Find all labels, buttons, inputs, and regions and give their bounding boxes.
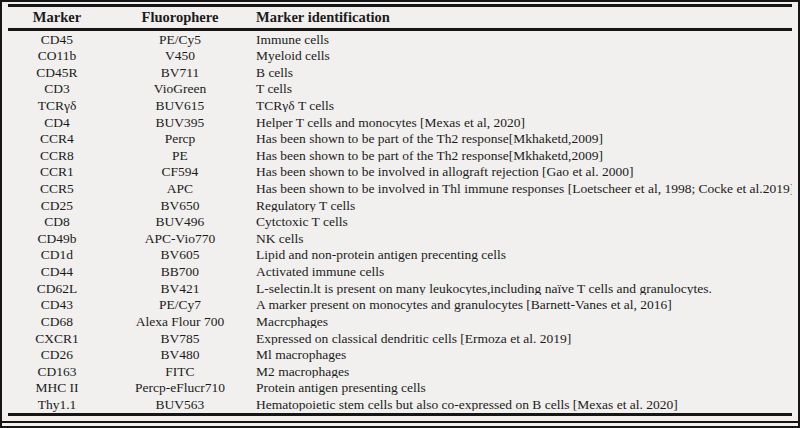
marker-cell: CD62L bbox=[8, 282, 106, 296]
marker-cell: CD1d bbox=[8, 248, 106, 262]
column-header-marker: Marker bbox=[8, 9, 106, 26]
fluorophore-cell: BV711 bbox=[106, 66, 254, 80]
marker-cell: CD4 bbox=[8, 116, 106, 130]
marker-cell: CD45 bbox=[8, 33, 106, 47]
fluorophore-cell: CF594 bbox=[106, 165, 254, 179]
marker-fluorophore-table: Marker Fluorophere Marker identification… bbox=[8, 4, 792, 416]
table-row: CD62L BV421 L-selectin.lt is present on … bbox=[8, 280, 792, 297]
fluorophore-cell: Percp-eFlucr710 bbox=[106, 381, 254, 395]
table-row: CD8 BUV496 Cytctoxic T cells bbox=[8, 214, 792, 231]
marker-cell: CD26 bbox=[8, 348, 106, 362]
column-header-fluorophore: Fluorophere bbox=[106, 9, 254, 26]
table-row: CD1d BV605 Lipid and non-protein antigen… bbox=[8, 247, 792, 264]
marker-cell: TCRγδ bbox=[8, 99, 106, 113]
table-row: CD163 FITC M2 macrophages bbox=[8, 363, 792, 380]
fluorophore-cell: BB700 bbox=[106, 265, 254, 279]
fluorophore-cell: BUV496 bbox=[106, 215, 254, 229]
fluorophore-cell: Alexa Flour 700 bbox=[106, 315, 254, 329]
identification-cell: A marker present on monocytes and granul… bbox=[254, 298, 792, 312]
fluorophore-cell: Percp bbox=[106, 132, 254, 146]
table-row: CD26 BV480 Ml macrophages bbox=[8, 347, 792, 364]
identification-cell: Expressed on classical dendritic cells [… bbox=[254, 332, 792, 346]
table-row: CCR1 CF594 Has been shown to be involved… bbox=[8, 164, 792, 181]
fluorophore-cell: BV650 bbox=[106, 199, 254, 213]
marker-cell: CD68 bbox=[8, 315, 106, 329]
marker-cell: CD25 bbox=[8, 199, 106, 213]
identification-cell: Helper T cells and monocytes [Mexas et a… bbox=[254, 116, 792, 130]
fluorophore-cell: PE bbox=[106, 149, 254, 163]
fluorophore-cell: BUV395 bbox=[106, 116, 254, 130]
fluorophore-cell: APC-Vio770 bbox=[106, 232, 254, 246]
fluorophore-cell: PE/Cy5 bbox=[106, 33, 254, 47]
fluorophore-cell: V450 bbox=[106, 49, 254, 63]
table-row: CD3 VioGreen T cells bbox=[8, 81, 792, 98]
fluorophore-cell: VioGreen bbox=[106, 82, 254, 96]
scanned-table-frame: Marker Fluorophere Marker identification… bbox=[0, 0, 800, 428]
table-row: CCR4 Percp Has been shown to be part of … bbox=[8, 131, 792, 148]
table-row: CD49b APC-Vio770 NK cells bbox=[8, 230, 792, 247]
marker-cell: CCR8 bbox=[8, 149, 106, 163]
marker-cell: CCR1 bbox=[8, 165, 106, 179]
identification-cell: M2 macrophages bbox=[254, 365, 792, 379]
table-row: CXCR1 BV785 Expressed on classical dendr… bbox=[8, 330, 792, 347]
fluorophore-cell: BV605 bbox=[106, 248, 254, 262]
identification-cell: Has been shown to be part of the Th2 res… bbox=[254, 149, 792, 163]
marker-cell: CD49b bbox=[8, 232, 106, 246]
identification-cell: Protein antigen presenting cells bbox=[254, 381, 792, 395]
table-row: TCRγδ BUV615 TCRγδ T cells bbox=[8, 97, 792, 114]
identification-cell: L-selectin.lt is present on many leukocy… bbox=[254, 282, 792, 296]
fluorophore-cell: BV421 bbox=[106, 282, 254, 296]
fluorophore-cell: FITC bbox=[106, 365, 254, 379]
table-row: CD25 BV650 Regulatory T cells bbox=[8, 197, 792, 214]
marker-cell: Thy1.1 bbox=[8, 398, 106, 412]
identification-cell: Has been shown to be involved in allogra… bbox=[254, 165, 792, 179]
identification-cell: Lipid and non-protein antigen precenting… bbox=[254, 248, 792, 262]
marker-cell: CCR4 bbox=[8, 132, 106, 146]
marker-cell: CD8 bbox=[8, 215, 106, 229]
table-row: CCR5 APC Has been shown to be involved i… bbox=[8, 180, 792, 197]
column-header-identification: Marker identification bbox=[254, 9, 792, 26]
table-row: CD68 Alexa Flour 700 Macrcphages bbox=[8, 313, 792, 330]
table-row: CD44 BB700 Activated immune cells bbox=[8, 264, 792, 281]
marker-cell: CD3 bbox=[8, 82, 106, 96]
identification-cell: Macrcphages bbox=[254, 315, 792, 329]
table-row: CCR8 PE Has been shown to be part of the… bbox=[8, 147, 792, 164]
identification-cell: TCRγδ T cells bbox=[254, 99, 792, 113]
table-row: CO11b V450 Myeloid cells bbox=[8, 48, 792, 65]
fluorophore-cell: BUV563 bbox=[106, 398, 254, 412]
fluorophore-cell: BV785 bbox=[106, 332, 254, 346]
identification-cell: B cells bbox=[254, 66, 792, 80]
table-row: MHC II Percp-eFlucr710 Protein antigen p… bbox=[8, 380, 792, 397]
identification-cell: Has been shown to be part of the Th2 res… bbox=[254, 132, 792, 146]
identification-cell: Ml macrophages bbox=[254, 348, 792, 362]
identification-cell: T cells bbox=[254, 82, 792, 96]
identification-cell: NK cells bbox=[254, 232, 792, 246]
marker-cell: CXCR1 bbox=[8, 332, 106, 346]
identification-cell: Hematopoietic stem cells but also co-exp… bbox=[254, 398, 792, 412]
marker-cell: CD163 bbox=[8, 365, 106, 379]
identification-cell: Cytctoxic T cells bbox=[254, 215, 792, 229]
table-row: CD4 BUV395 Helper T cells and monocytes … bbox=[8, 114, 792, 131]
marker-cell: CD43 bbox=[8, 298, 106, 312]
marker-cell: CO11b bbox=[8, 49, 106, 63]
fluorophore-cell: BV480 bbox=[106, 348, 254, 362]
identification-cell: Immune cells bbox=[254, 33, 792, 47]
table-row: CD45 PE/Cy5 Immune cells bbox=[8, 31, 792, 48]
fluorophore-cell: BUV615 bbox=[106, 99, 254, 113]
marker-cell: CCR5 bbox=[8, 182, 106, 196]
table-body: CD45 PE/Cy5 Immune cells CO11b V450 Myel… bbox=[8, 31, 792, 413]
marker-cell: CD45R bbox=[8, 66, 106, 80]
table-row: CD45R BV711 B cells bbox=[8, 64, 792, 81]
fluorophore-cell: APC bbox=[106, 182, 254, 196]
table-header-row: Marker Fluorophere Marker identification bbox=[8, 7, 792, 31]
identification-cell: Activated immune cells bbox=[254, 265, 792, 279]
identification-cell: Myeloid cells bbox=[254, 49, 792, 63]
marker-cell: MHC II bbox=[8, 381, 106, 395]
identification-cell: Regulatory T cells bbox=[254, 199, 792, 213]
table-row: Thy1.1 BUV563 Hematopoietic stem cells b… bbox=[8, 396, 792, 413]
fluorophore-cell: PE/Cy7 bbox=[106, 298, 254, 312]
table-row: CD43 PE/Cy7 A marker present on monocyte… bbox=[8, 297, 792, 314]
marker-cell: CD44 bbox=[8, 265, 106, 279]
identification-cell: Has been shown to be involved in Thl imm… bbox=[254, 182, 792, 196]
